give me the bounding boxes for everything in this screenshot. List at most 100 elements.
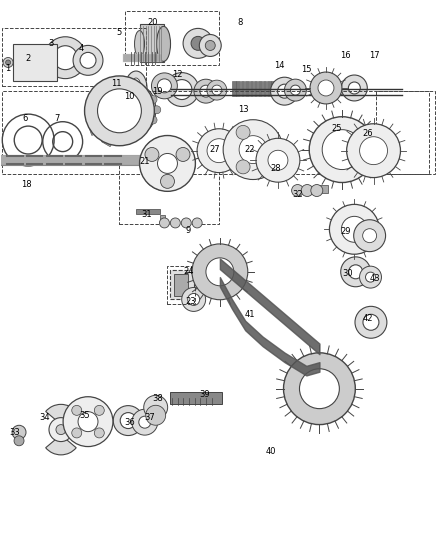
Text: 40: 40 [265,447,276,456]
Text: 7: 7 [55,114,60,123]
Wedge shape [46,405,76,424]
Circle shape [122,100,130,108]
Wedge shape [148,164,167,190]
Text: 19: 19 [152,87,162,95]
Ellipse shape [134,30,145,57]
Bar [303,329,307,340]
Bar [136,209,160,214]
Text: 23: 23 [185,296,196,305]
Text: 14: 14 [274,61,285,70]
Text: 27: 27 [209,145,220,154]
Circle shape [194,79,218,103]
Text: 32: 32 [292,190,303,199]
Circle shape [94,406,104,415]
Circle shape [192,218,202,228]
Bar [119,158,219,224]
Circle shape [355,306,387,338]
Circle shape [360,266,381,288]
Circle shape [152,73,177,99]
Circle shape [300,369,339,409]
Circle shape [49,418,73,441]
Circle shape [53,46,77,70]
Bar [140,23,163,62]
Circle shape [139,416,151,428]
Circle shape [145,148,159,161]
Bar [135,124,146,135]
Circle shape [205,41,215,51]
Text: 6: 6 [22,114,28,123]
Bar [170,392,223,403]
Bar [220,259,224,269]
Bar [286,315,290,326]
Text: 42: 42 [362,314,373,323]
Bar [4,157,19,164]
Ellipse shape [16,49,38,77]
Bar [120,138,131,146]
Ellipse shape [125,71,147,105]
Text: 5: 5 [116,28,121,37]
Circle shape [223,120,283,180]
Circle shape [132,409,158,435]
Circle shape [349,265,363,279]
Wedge shape [167,156,195,171]
Circle shape [98,89,141,133]
Circle shape [183,28,213,58]
Circle shape [239,136,267,164]
Circle shape [192,244,248,300]
Circle shape [72,428,82,438]
Bar [111,85,122,92]
Bar [2,28,146,86]
Text: 13: 13 [238,105,248,114]
Circle shape [311,184,323,197]
Text: 8: 8 [237,18,243,27]
Bar [272,80,275,96]
Bar [174,274,187,296]
Circle shape [212,85,222,95]
Circle shape [363,229,377,243]
Text: 43: 43 [370,273,381,282]
Circle shape [120,413,136,429]
Circle shape [290,85,300,95]
Circle shape [309,117,375,182]
Bar [241,80,244,96]
Bar [278,308,282,319]
Circle shape [322,130,362,169]
Circle shape [191,36,205,50]
Circle shape [153,106,161,114]
Circle shape [176,148,190,161]
Bar [237,80,240,96]
Circle shape [129,92,137,100]
Circle shape [341,257,371,287]
Circle shape [144,395,168,419]
Text: 10: 10 [124,92,135,101]
Text: 38: 38 [152,394,163,403]
Bar [228,265,232,276]
Bar [258,80,262,96]
Bar [102,136,113,147]
Circle shape [158,154,177,173]
Circle shape [72,406,82,415]
Circle shape [78,411,98,432]
Circle shape [278,84,291,98]
Circle shape [353,220,385,252]
Text: 26: 26 [362,129,373,138]
Circle shape [85,76,154,146]
Text: 37: 37 [145,414,155,423]
Text: 21: 21 [140,157,150,166]
Circle shape [284,79,306,101]
Bar [160,215,165,225]
Circle shape [6,60,11,65]
Text: 24: 24 [183,268,194,276]
Bar [253,287,257,297]
Ellipse shape [134,96,148,124]
Text: 15: 15 [301,66,311,75]
Circle shape [159,218,170,228]
Circle shape [140,90,148,98]
Ellipse shape [126,87,156,133]
Text: 2: 2 [25,54,30,63]
Text: 34: 34 [39,414,49,423]
Bar [93,90,105,100]
Bar [315,185,328,193]
Bar [261,294,265,304]
Bar [376,91,435,174]
